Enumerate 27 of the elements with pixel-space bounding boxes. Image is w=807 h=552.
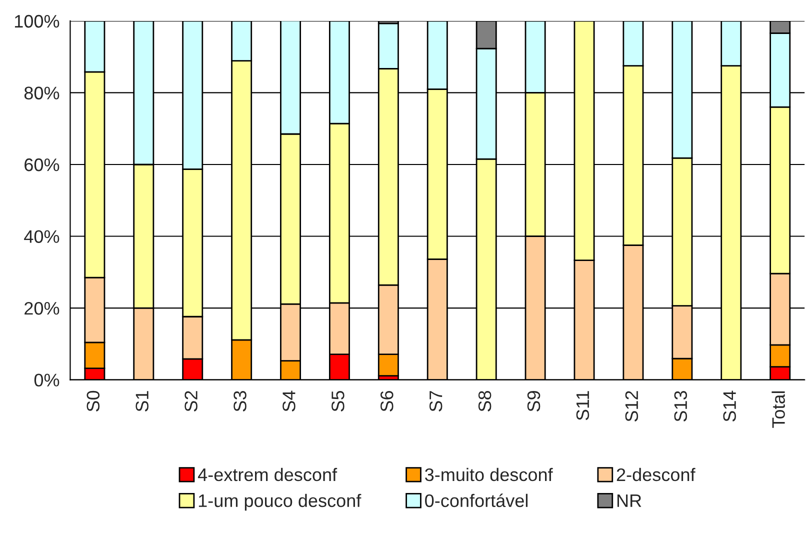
x-tick-label: S5 (332, 390, 344, 412)
x-tick-label: S14 (723, 390, 736, 422)
x-tick-label: S11 (576, 391, 590, 420)
legend-label: 4-extrem desconf (198, 468, 338, 482)
y-tick-label: 0% (34, 374, 60, 386)
y-tick-label: 60% (24, 158, 60, 172)
x-tick-label: S12 (625, 391, 638, 422)
x-tick-label: Total (772, 391, 785, 428)
x-tick-label: S9 (527, 391, 540, 412)
x-tick-label: S3 (234, 390, 246, 412)
x-tick-label: S2 (184, 391, 198, 412)
x-tick-label: S1 (136, 391, 148, 412)
y-tick-label: 80% (24, 86, 60, 100)
x-tick-label: S0 (86, 390, 100, 412)
x-tick-label: S6 (380, 390, 394, 412)
legend-label: 0-confortável (425, 494, 528, 508)
legend-label: NR (617, 494, 642, 507)
x-tick-label: S4 (282, 390, 296, 412)
legend-label: 3-muito desconf (425, 468, 553, 482)
y-tick-label: 40% (24, 230, 60, 243)
legend-label: 1-um pouco desconf (198, 494, 362, 511)
x-tick-label: S13 (674, 390, 688, 422)
legend-label: 2-desconf (616, 468, 696, 482)
y-tick-label: 100% (14, 14, 60, 28)
x-tick-label: S7 (429, 391, 442, 412)
y-tick-label: 20% (24, 302, 60, 315)
x-tick-label: S8 (478, 390, 492, 412)
